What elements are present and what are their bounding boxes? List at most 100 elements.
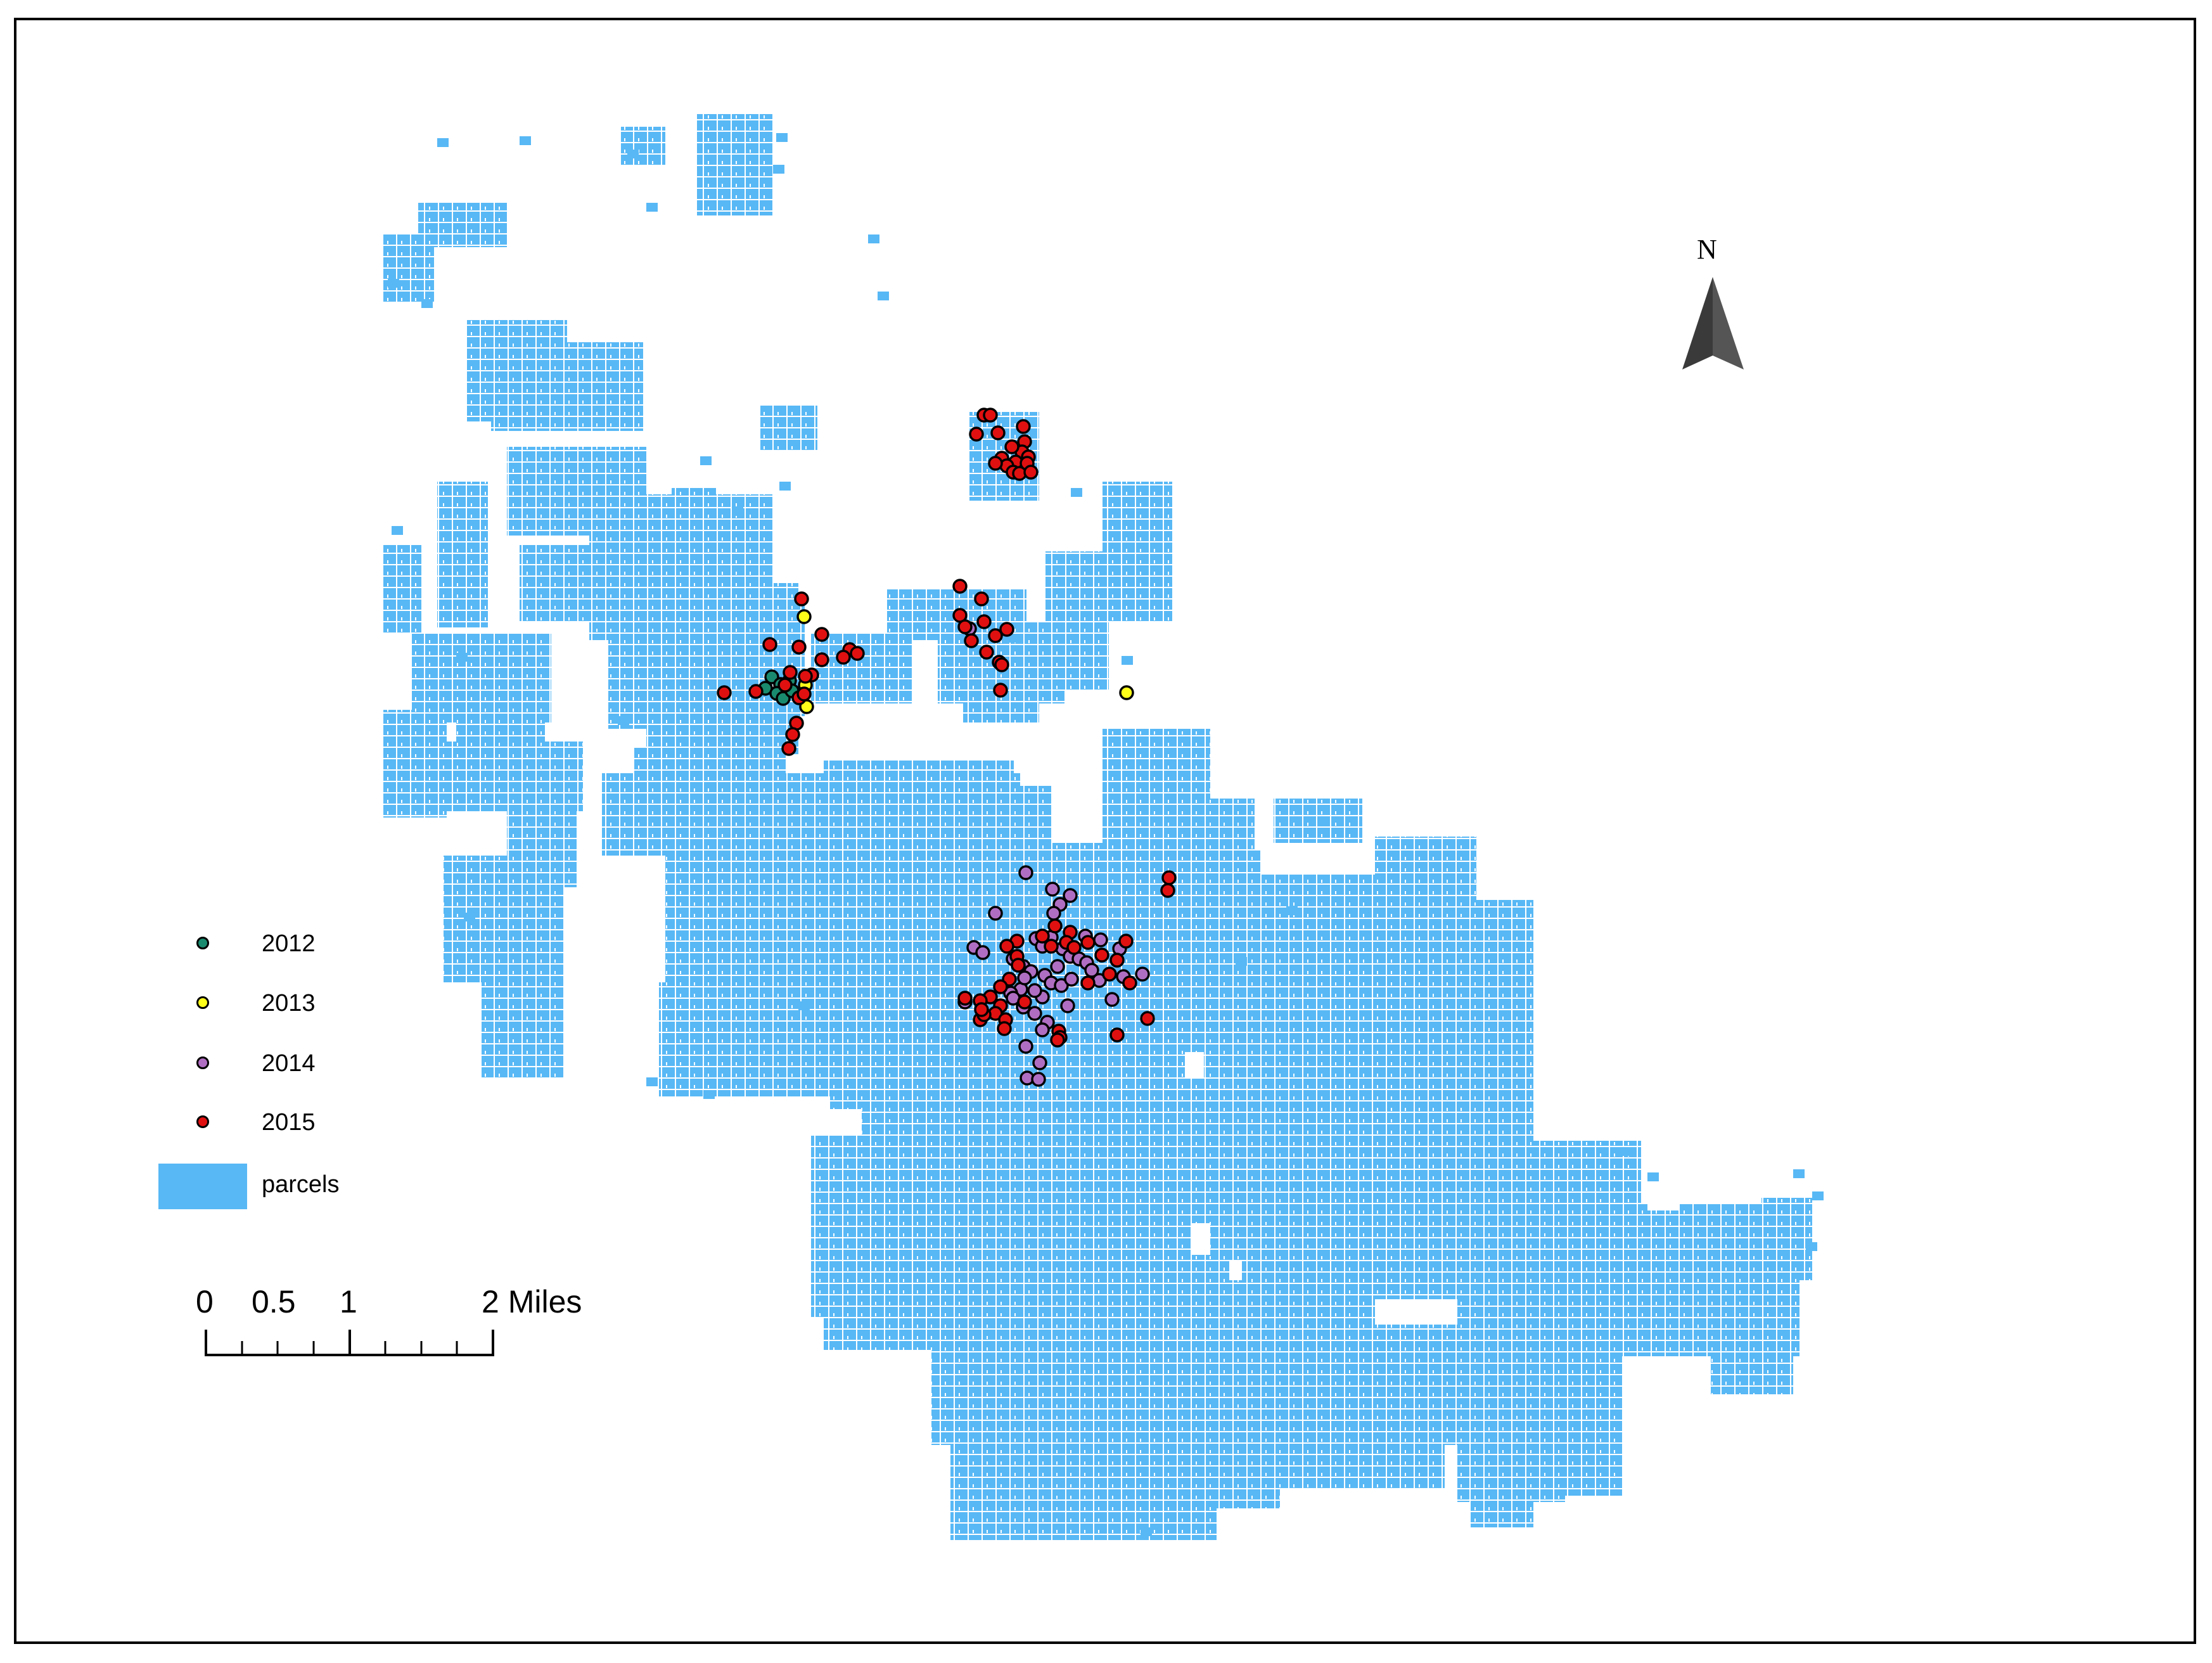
incident-point-2015	[997, 1021, 1012, 1036]
parcel-fragment	[703, 1090, 715, 1099]
scale-bar	[205, 1330, 494, 1356]
parcel-block	[824, 1268, 938, 1350]
parcel-fragment	[646, 203, 658, 212]
legend-label-2014: 2014	[262, 1050, 316, 1077]
incident-point-2015	[1080, 935, 1096, 950]
parcel-fragment	[700, 456, 712, 465]
incident-point-2014	[1045, 882, 1060, 897]
parcel-fragment	[627, 150, 639, 158]
incident-point-2014	[1027, 1006, 1042, 1021]
incident-point-2015	[814, 627, 829, 642]
parcel-block	[1109, 545, 1172, 621]
incident-point-2015	[791, 639, 807, 655]
parcel-block	[418, 203, 507, 247]
incident-point-2015	[988, 628, 1003, 643]
incident-point-2014	[1017, 970, 1032, 986]
parcel-fragment	[732, 507, 743, 516]
north-label: N	[1697, 234, 1717, 265]
legend-symbol-2013	[196, 996, 209, 1009]
parcel-fragment	[388, 279, 399, 288]
scale-label-0.5: 0.5	[252, 1284, 296, 1319]
parcel-block	[944, 773, 1020, 830]
parcel-block	[1533, 1382, 1622, 1496]
legend-label-parcels: parcels	[262, 1171, 340, 1198]
parcel-block	[621, 127, 665, 165]
parcel-fragment	[1318, 818, 1329, 826]
incident-point-2015	[988, 456, 1003, 471]
incident-point-2014	[1050, 959, 1065, 974]
parcel-block	[1470, 1470, 1533, 1527]
parcel-block	[1375, 837, 1419, 919]
legend-symbol-parcels	[158, 1164, 247, 1209]
incident-point-2015	[1017, 994, 1032, 1010]
parcel-block	[383, 710, 447, 818]
incident-point-2015	[783, 665, 798, 680]
incident-point-2015	[993, 683, 1008, 698]
incident-point-2015	[1044, 939, 1059, 954]
parcel-block	[444, 742, 583, 811]
parcel-block	[811, 634, 912, 703]
scale-label-1: 1	[340, 1284, 357, 1319]
incident-point-2013	[1119, 685, 1134, 700]
incident-point-2015	[785, 727, 800, 742]
incident-point-2015	[1102, 966, 1117, 982]
incident-point-2015	[794, 591, 809, 607]
incident-point-2015	[836, 650, 851, 665]
scale-label-2-miles: 2 Miles	[482, 1284, 582, 1319]
incident-point-2015	[796, 686, 812, 702]
parcel-block	[976, 1014, 1185, 1147]
parcel-block	[697, 114, 773, 215]
incident-point-2015	[1035, 928, 1050, 944]
scale-label-0: 0	[196, 1284, 214, 1319]
north-arrow-icon	[1682, 277, 1744, 369]
incident-point-2015	[999, 939, 1014, 954]
parcel-fragment	[1122, 656, 1133, 665]
parcel-fragment	[779, 482, 791, 491]
parcel-fragment	[1071, 488, 1082, 497]
incident-point-2015	[814, 652, 829, 667]
parcel-fragment	[1647, 1172, 1659, 1181]
incident-point-2015	[850, 646, 865, 661]
incident-point-2015	[777, 677, 793, 693]
incident-point-2015	[798, 669, 813, 684]
parcel-fragment	[773, 165, 784, 174]
incident-point-2014	[1063, 888, 1078, 903]
incident-point-2014	[1135, 966, 1150, 982]
parcel-block	[1045, 621, 1109, 691]
parcel-fragment	[618, 716, 629, 725]
legend-symbol-2015	[196, 1115, 209, 1128]
incident-point-2014	[1104, 992, 1120, 1007]
legend-label-2015: 2015	[262, 1109, 316, 1136]
incident-point-2015	[1140, 1011, 1155, 1026]
parcel-fragment	[1141, 1527, 1152, 1536]
parcel-fragment	[1622, 1147, 1633, 1156]
incident-point-2015	[957, 991, 973, 1006]
incident-point-2015	[1016, 419, 1031, 434]
incident-point-2015	[1004, 439, 1020, 454]
parcel-fragment	[798, 1001, 810, 1010]
parcel-fragment	[464, 913, 475, 921]
incident-point-2014	[1093, 932, 1108, 947]
parcel-block	[437, 482, 488, 627]
incident-point-2014	[1027, 983, 1042, 998]
incident-point-2014	[1018, 865, 1033, 880]
parcel-block	[659, 982, 862, 1096]
incident-point-2015	[748, 684, 764, 699]
incident-point-2015	[999, 622, 1014, 637]
parcel-fragment	[1793, 1169, 1805, 1178]
parcel-fragment	[776, 133, 788, 142]
parcel-block	[1711, 1318, 1793, 1394]
parcel-fragment	[1286, 906, 1298, 915]
parcel-block	[760, 406, 817, 450]
parcel-block	[520, 862, 564, 976]
incident-point-2015	[990, 425, 1006, 440]
legend-label-2013: 2013	[262, 990, 316, 1017]
parcel-block	[507, 447, 646, 536]
incident-point-2015	[781, 741, 796, 756]
incident-point-2014	[1018, 1039, 1033, 1054]
incident-point-2014	[1064, 972, 1079, 987]
parcel-fragment	[421, 299, 433, 308]
parcel-fragment	[437, 138, 449, 147]
incident-point-2015	[1080, 975, 1096, 991]
